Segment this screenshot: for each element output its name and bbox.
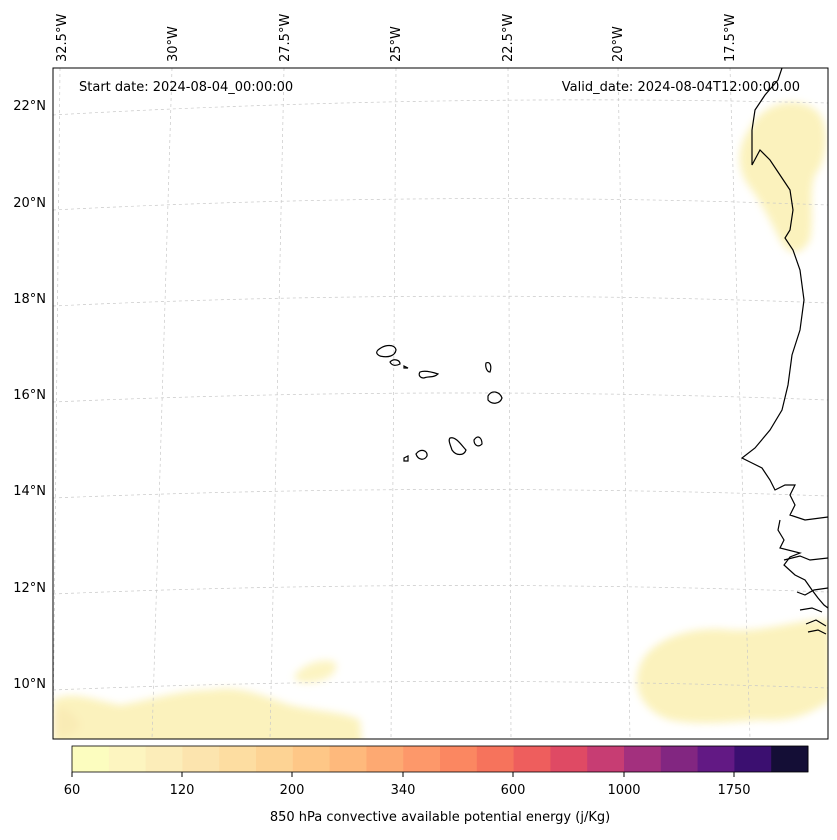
lat-label: 16°N — [13, 388, 46, 403]
lon-label: 17.5°W — [723, 14, 738, 62]
colorbar-segment — [697, 746, 735, 772]
lat-label: 18°N — [13, 292, 46, 307]
cape-shading — [53, 102, 828, 739]
island-sao-vicente — [389, 359, 401, 366]
island-santa-luzia — [403, 365, 409, 369]
longitude-labels: 32.5°W 30°W 27.5°W 25°W 22.5°W 20°W 17.5… — [55, 14, 738, 62]
colorbar-tick-label: 60 — [64, 783, 81, 798]
cape-region-north-coast — [739, 102, 826, 253]
island-sao-nicolau — [418, 370, 440, 379]
lat-label: 10°N — [13, 677, 46, 692]
lat-label: 12°N — [13, 581, 46, 596]
colorbar-segment — [108, 746, 147, 772]
island-sal — [485, 361, 492, 373]
colorbar-segment — [182, 746, 220, 772]
colorbar-segment — [771, 746, 809, 772]
map-area — [53, 68, 828, 739]
lon-label: 25°W — [389, 26, 404, 62]
colorbar-segment — [219, 746, 257, 772]
colorbar-segment — [550, 746, 588, 772]
island-fogo — [415, 449, 428, 460]
coastlines — [740, 68, 828, 635]
colorbar-tick-label: 600 — [501, 783, 526, 798]
lon-label: 27.5°W — [278, 14, 293, 62]
cape-verde-islands — [376, 344, 503, 462]
colorbar-segment — [145, 746, 183, 772]
colorbar-segment — [403, 746, 441, 772]
colorbar-segment — [587, 746, 625, 772]
cape-region-south-west — [53, 688, 362, 739]
lon-label: 30°W — [166, 26, 181, 62]
valid-date-label: Valid_date: 2024-08-04T12:00:00.00 — [562, 80, 800, 95]
colorbar-segment — [660, 746, 699, 772]
lon-label: 32.5°W — [55, 14, 70, 62]
colorbar-segment — [72, 746, 110, 772]
africa-coastline — [740, 68, 828, 521]
colorbar-tick-label: 120 — [170, 783, 195, 798]
colorbar-tick-label: 200 — [280, 783, 305, 798]
colorbar-segment — [256, 746, 294, 772]
colorbar-segment — [624, 746, 662, 772]
island-santo-antao — [376, 344, 397, 358]
colorbar-segment — [440, 746, 478, 772]
island-boa-vista — [487, 391, 503, 404]
cape-region-south-east — [636, 619, 828, 724]
colorbar-segment — [292, 746, 331, 772]
colorbar-segment — [329, 746, 367, 772]
lon-label: 20°W — [611, 26, 626, 62]
lat-label: 14°N — [13, 484, 46, 499]
colorbar-tick-label: 1000 — [607, 783, 640, 798]
colorbar-segment — [734, 746, 772, 772]
lat-label: 22°N — [13, 99, 46, 114]
colorbar-label: 850 hPa convective available potential e… — [270, 810, 610, 825]
colorbar-tick-label: 340 — [391, 783, 416, 798]
lat-label: 20°N — [13, 196, 46, 211]
island-maio — [473, 436, 483, 447]
colorbar-tick-label: 1750 — [717, 783, 750, 798]
colorbar: 60 120 200 340 600 1000 1750 850 hPa con… — [64, 745, 809, 825]
start-date-label: Start date: 2024-08-04_00:00:00 — [79, 80, 293, 95]
graticule — [53, 68, 828, 739]
island-santiago — [448, 437, 467, 456]
colorbar-ticks — [71, 772, 735, 777]
cape-patch-stronger — [53, 708, 80, 737]
latitude-labels: 22°N 20°N 18°N 16°N 14°N 12°N 10°N — [13, 99, 46, 692]
island-brava — [403, 455, 409, 462]
lon-label: 22.5°W — [501, 14, 516, 62]
colorbar-segment — [366, 746, 404, 772]
colorbar-segment — [513, 746, 551, 772]
colorbar-segment — [476, 746, 515, 772]
cape-patch — [294, 660, 337, 683]
colorbar-segments — [72, 746, 809, 772]
